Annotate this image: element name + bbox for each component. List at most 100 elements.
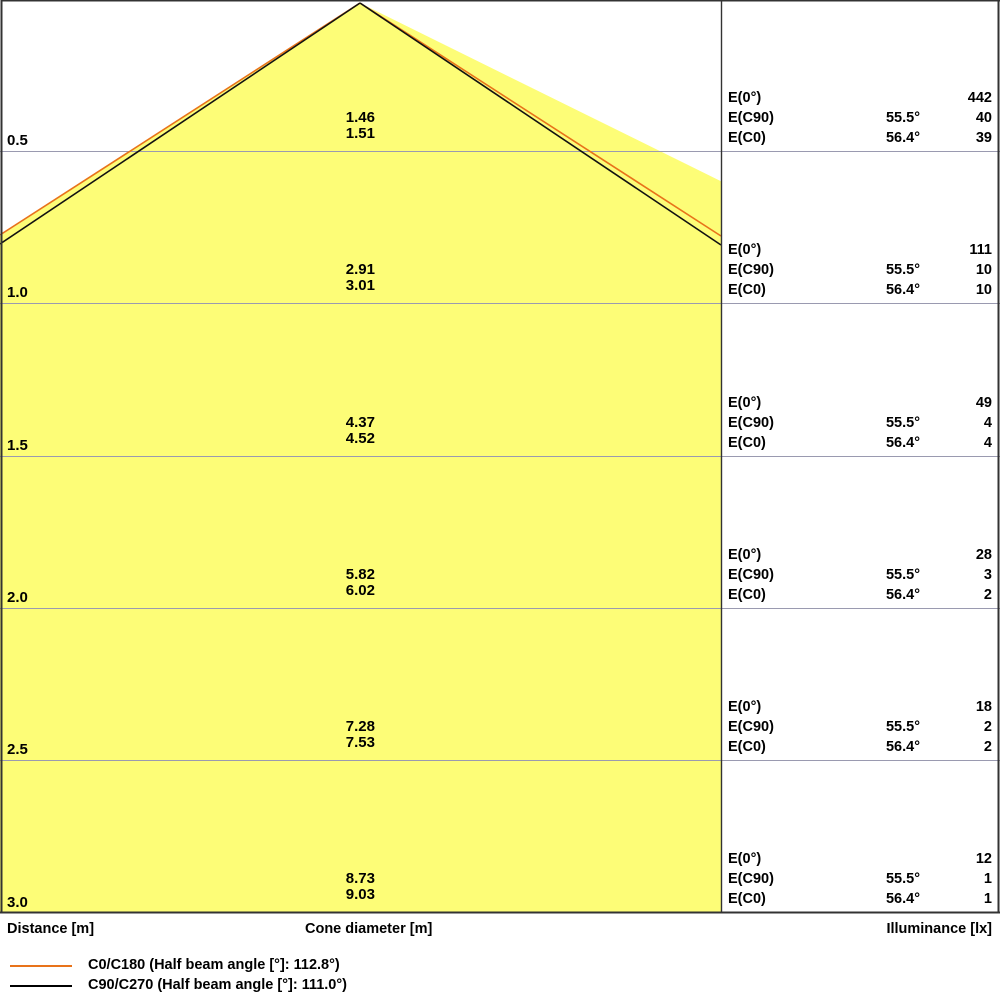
illuminance-label: E(0°)	[728, 699, 762, 715]
illuminance-value: 40	[975, 110, 992, 126]
c90-left-edge	[0, 2, 361, 245]
illuminance-value: 10	[975, 282, 992, 298]
cone-diameter-c0-2-5: 7.53	[345, 734, 375, 751]
legend-item-c90-c270[interactable]: C90/C270 (Half beam angle [°]: 111.0°)	[0, 975, 1000, 995]
illuminance-row: E(C90) 55.5° 10	[728, 260, 992, 280]
illuminance-angle: 56.4°	[885, 130, 920, 146]
illuminance-value: 12	[975, 851, 992, 867]
illuminance-label: E(C0)	[728, 435, 766, 451]
illuminance-row: E(C90) 55.5° 3	[728, 565, 992, 585]
cone-diameter-c0-1-0: 3.01	[345, 277, 375, 294]
illuminance-label: E(C90)	[728, 871, 774, 887]
c0-right-edge	[359, 2, 722, 237]
illuminance-angle: 55.5°	[885, 719, 920, 735]
illuminance-value: 49	[975, 395, 992, 411]
cone-diameter-c90-3-0: 8.73	[345, 870, 375, 887]
illuminance-angle: 56.4°	[885, 891, 920, 907]
illuminance-row: E(0°) 49	[728, 393, 992, 413]
illuminance-angle: 55.5°	[885, 110, 920, 126]
illuminance-block-1-0: E(0°) 111 E(C90) 55.5° 10 E(C0) 56.4° 10	[728, 240, 992, 300]
illuminance-label: E(C90)	[728, 567, 774, 583]
illuminance-angle: 55.5°	[885, 567, 920, 583]
illuminance-row: E(C90) 55.5° 1	[728, 869, 992, 889]
c0-c180-beam-lines	[0, 2, 722, 237]
illuminance-row: E(0°) 28	[728, 545, 992, 565]
illuminance-value: 1	[983, 871, 992, 887]
illuminance-row: E(0°) 12	[728, 849, 992, 869]
illuminance-angle: 56.4°	[885, 739, 920, 755]
cone-diameter-c90-0-5: 1.46	[345, 109, 375, 126]
illuminance-angle: 55.5°	[885, 871, 920, 887]
illuminance-row: E(0°) 111	[728, 240, 992, 260]
light-cone-chart: 0.5 1.0 1.5 2.0 2.5 3.0 1.46 1.51 2.91 3…	[0, 0, 1000, 915]
illuminance-value: 2	[983, 587, 992, 603]
illuminance-value: 2	[983, 719, 992, 735]
illuminance-block-2-5: E(0°) 18 E(C90) 55.5° 2 E(C0) 56.4° 2	[728, 697, 992, 757]
illuminance-row: E(C0) 56.4° 1	[728, 889, 992, 909]
cone-diameter-c90-1-0: 2.91	[345, 261, 375, 278]
illuminance-block-1-5: E(0°) 49 E(C90) 55.5° 4 E(C0) 56.4° 4	[728, 393, 992, 453]
distance-label-3-0: 3.0	[7, 894, 28, 911]
cone-diameter-c90-2-0: 5.82	[345, 566, 375, 583]
illuminance-row: E(C0) 56.4° 2	[728, 737, 992, 757]
illuminance-label: E(0°)	[728, 395, 762, 411]
illuminance-value: 28	[975, 547, 992, 563]
illuminance-angle: 55.5°	[885, 262, 920, 278]
illuminance-label: E(C90)	[728, 415, 774, 431]
illuminance-label: E(0°)	[728, 547, 762, 563]
legend-label-c90-c270: C90/C270 (Half beam angle [°]: 111.0°)	[88, 977, 348, 993]
illuminance-value: 10	[975, 262, 992, 278]
axis-caption-illuminance: Illuminance [lx]	[886, 921, 992, 937]
illuminance-value: 18	[975, 699, 992, 715]
illuminance-block-0-5: E(0°) 442 E(C90) 55.5° 40 E(C0) 56.4° 39	[728, 88, 992, 148]
cone-diameter-c0-2-0: 6.02	[345, 582, 375, 599]
illuminance-row: E(C90) 55.5° 40	[728, 108, 992, 128]
cone-diameter-c0-1-5: 4.52	[345, 430, 375, 447]
illuminance-row: E(C90) 55.5° 4	[728, 413, 992, 433]
cone-graphic	[0, 0, 1000, 915]
illuminance-label: E(C0)	[728, 891, 766, 907]
illuminance-block-2-0: E(0°) 28 E(C90) 55.5° 3 E(C0) 56.4° 2	[728, 545, 992, 605]
illuminance-angle: 56.4°	[885, 282, 920, 298]
illuminance-row: E(C0) 56.4° 4	[728, 433, 992, 453]
illuminance-value: 111	[969, 242, 992, 258]
illuminance-label: E(C0)	[728, 282, 766, 298]
illuminance-block-3-0: E(0°) 12 E(C90) 55.5° 1 E(C0) 56.4° 1	[728, 849, 992, 909]
illuminance-value: 442	[967, 90, 992, 106]
illuminance-value: 1	[983, 891, 992, 907]
chart-legend: C0/C180 (Half beam angle [°]: 112.8°) C9…	[0, 955, 1000, 995]
c90-c270-beam-lines	[0, 2, 722, 246]
right-panel-background	[721, 0, 1000, 915]
cone-diameter-c0-3-0: 9.03	[345, 886, 375, 903]
illuminance-angle: 55.5°	[885, 415, 920, 431]
distance-label-2-0: 2.0	[7, 589, 28, 606]
illuminance-row: E(C90) 55.5° 2	[728, 717, 992, 737]
cone-diameter-c90-2-5: 7.28	[345, 718, 375, 735]
distance-label-0-5: 0.5	[7, 132, 28, 149]
illuminance-value: 3	[983, 567, 992, 583]
illuminance-row: E(C0) 56.4° 39	[728, 128, 992, 148]
illuminance-row: E(0°) 442	[728, 88, 992, 108]
legend-label-c0-c180: C0/C180 (Half beam angle [°]: 112.8°)	[88, 957, 340, 973]
illuminance-label: E(C0)	[728, 739, 766, 755]
illuminance-label: E(C90)	[728, 719, 774, 735]
legend-item-c0-c180[interactable]: C0/C180 (Half beam angle [°]: 112.8°)	[0, 955, 1000, 975]
illuminance-value: 4	[983, 415, 992, 431]
legend-line-swatch-c0-c180	[10, 965, 72, 967]
illuminance-value: 2	[983, 739, 992, 755]
illuminance-label: E(0°)	[728, 851, 762, 867]
c0-left-edge	[0, 2, 361, 236]
illuminance-row: E(C0) 56.4° 2	[728, 585, 992, 605]
illuminance-label: E(C90)	[728, 110, 774, 126]
legend-line-swatch-c90-c270	[10, 985, 72, 987]
illuminance-label: E(C0)	[728, 130, 766, 146]
distance-label-1-5: 1.5	[7, 437, 28, 454]
distance-label-2-5: 2.5	[7, 741, 28, 758]
chart-frame	[0, 0, 1000, 914]
axis-caption-distance: Distance [m]	[7, 921, 95, 937]
illuminance-label: E(C0)	[728, 587, 766, 603]
illuminance-row: E(C0) 56.4° 10	[728, 280, 992, 300]
illuminance-angle: 56.4°	[885, 435, 920, 451]
illuminance-value: 4	[983, 435, 992, 451]
